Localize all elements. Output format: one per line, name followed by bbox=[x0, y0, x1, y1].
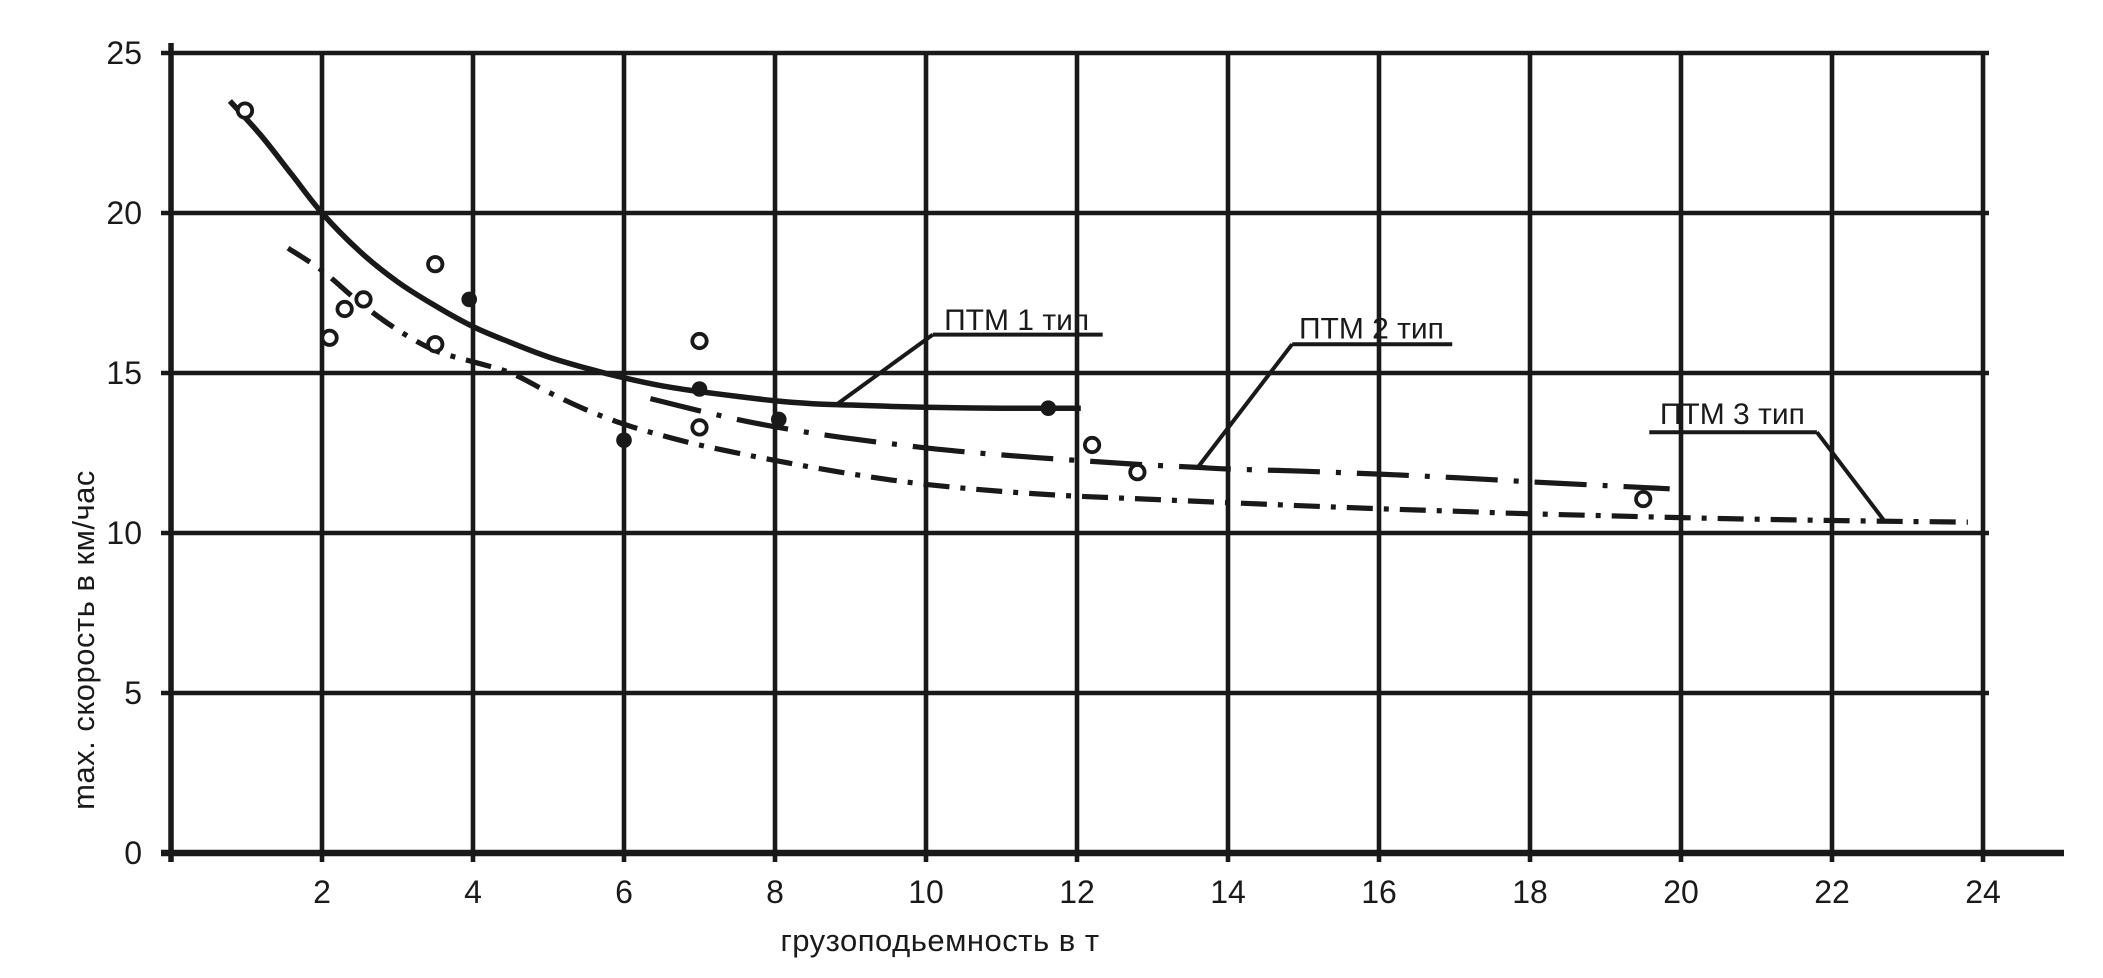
x-tick-label-22: 22 bbox=[1814, 874, 1850, 910]
data-point-filled bbox=[1040, 400, 1057, 417]
curve-label-ptm-3: ПТМ 3 тип bbox=[1660, 398, 1805, 431]
data-point-open bbox=[426, 255, 445, 274]
curve-ptm-3 bbox=[286, 246, 1968, 525]
data-point-filled bbox=[770, 411, 787, 428]
data-point-open bbox=[235, 101, 255, 120]
x-tick-label-14: 14 bbox=[1210, 874, 1246, 910]
curve-ptm-1 bbox=[227, 99, 1081, 411]
x-tick-label-10: 10 bbox=[908, 874, 944, 910]
data-point-open bbox=[690, 418, 709, 437]
curve-label-ptm-2: ПТМ 2 тип bbox=[1299, 312, 1444, 345]
data-point-open bbox=[690, 331, 709, 351]
x-tick-label-8: 8 bbox=[766, 874, 784, 910]
label-leader-ptm-2 bbox=[1196, 342, 1294, 469]
y-axis-title: max. скорость в км/час bbox=[66, 470, 101, 810]
x-axis-title: грузоподьемность в т bbox=[780, 923, 1100, 958]
data-point-open bbox=[1128, 463, 1147, 482]
data-point-filled bbox=[461, 291, 478, 308]
label-leader-ptm-1 bbox=[834, 332, 934, 407]
data-point-open bbox=[1083, 435, 1102, 455]
y-tick-label-5: 5 bbox=[124, 675, 142, 711]
y-tick-label-10: 10 bbox=[106, 515, 142, 551]
data-point-open bbox=[426, 335, 445, 354]
curve-label-ptm-1: ПТМ 1 тип bbox=[944, 304, 1089, 337]
data-point-open bbox=[354, 290, 373, 309]
x-tick-label-12: 12 bbox=[1059, 874, 1095, 910]
y-tick-label-15: 15 bbox=[106, 355, 142, 391]
x-tick-label-18: 18 bbox=[1512, 874, 1548, 910]
data-point-filled bbox=[691, 381, 708, 397]
x-tick-label-24: 24 bbox=[1965, 874, 2001, 910]
x-tick-label-4: 4 bbox=[464, 874, 482, 910]
data-point-open bbox=[335, 299, 354, 319]
data-point-open bbox=[1634, 489, 1653, 509]
y-tick-label-25: 25 bbox=[106, 35, 142, 71]
x-tick-label-2: 2 bbox=[313, 874, 331, 910]
x-tick-label-20: 20 bbox=[1663, 874, 1699, 910]
data-point-filled bbox=[616, 432, 632, 449]
x-tick-label-6: 6 bbox=[615, 874, 633, 910]
y-tick-label-20: 20 bbox=[106, 195, 142, 231]
y-tick-label-0: 0 bbox=[124, 835, 142, 871]
label-leader-ptm-3 bbox=[1815, 430, 1885, 521]
data-point-open bbox=[320, 328, 339, 347]
x-tick-label-16: 16 bbox=[1361, 874, 1397, 910]
curve-ptm-2 bbox=[649, 396, 1670, 492]
